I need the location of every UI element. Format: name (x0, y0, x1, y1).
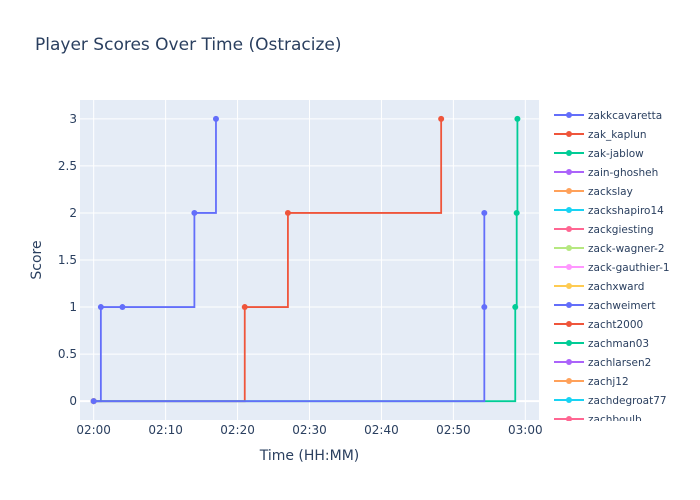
legend-item[interactable]: zacht2000 (554, 319, 643, 331)
legend-marker (566, 131, 572, 137)
legend-label: zachdegroat77 (588, 395, 667, 407)
legend-marker (566, 416, 572, 421)
x-tick-label: 02:50 (436, 423, 471, 437)
x-tick-label: 02:20 (220, 423, 255, 437)
legend-item[interactable]: zachman03 (554, 338, 649, 350)
x-axis-ticks: 02:00 02:10 02:20 02:30 02:40 02:50 03:00 (76, 423, 542, 437)
legend-label: zachman03 (588, 338, 649, 350)
legend-marker (566, 245, 572, 251)
legend-label: zackshapiro14 (588, 205, 664, 217)
x-tick-label: 03:00 (508, 423, 543, 437)
y-tick-label: 1.5 (58, 253, 77, 267)
data-point (119, 304, 126, 311)
y-tick-label: 3 (69, 112, 77, 126)
x-axis-title: Time (HH:MM) (259, 448, 360, 464)
data-point (284, 209, 291, 216)
legend-marker (566, 112, 572, 118)
data-point (514, 115, 521, 122)
legend-item[interactable]: zack-wagner-2 (554, 243, 665, 255)
legend-label: zachboulb (588, 414, 642, 426)
series-layer (90, 115, 521, 405)
legend-marker (566, 169, 572, 175)
data-point (212, 115, 219, 122)
legend-item[interactable]: zachboulb (554, 414, 642, 426)
chart-title: Player Scores Over Time (Ostracize) (35, 35, 342, 55)
legend-label: zackgiesting (588, 224, 654, 236)
legend-marker (566, 340, 572, 346)
legend-label: zachj12 (588, 376, 629, 388)
legend-marker (566, 283, 572, 289)
x-tick-label: 02:40 (364, 423, 399, 437)
series-line (93, 118, 217, 403)
legend-item[interactable]: zackslay (554, 186, 633, 198)
data-point (97, 304, 104, 311)
legend-label: zakkcavaretta (588, 110, 662, 122)
legend-label: zachxward (588, 281, 644, 293)
legend-item[interactable]: zakkcavaretta (554, 110, 662, 122)
legend-item[interactable]: zachweimert (554, 300, 655, 312)
legend-marker (566, 226, 572, 232)
y-axis-title: Score (29, 240, 45, 279)
y-tick-label: 2 (69, 206, 77, 220)
legend-item[interactable]: zak_kaplun (554, 129, 647, 141)
legend-marker (566, 321, 572, 327)
legend-item[interactable]: zachj12 (554, 376, 629, 388)
data-point (90, 398, 97, 405)
legend-marker (566, 264, 572, 270)
data-point (481, 209, 488, 216)
legend-item[interactable]: zain-ghosheh (554, 167, 658, 179)
legend-item[interactable]: zachdegroat77 (554, 395, 667, 407)
legend[interactable]: zakkcavaretta zak_kaplun zak-jablow zain-gh… (554, 110, 670, 426)
series-line (93, 212, 486, 403)
legend-marker (566, 188, 572, 194)
legend-label: zack-gauthier-1 (588, 262, 670, 274)
legend-marker (566, 378, 572, 384)
legend-label: zacht2000 (588, 319, 643, 331)
x-tick-label: 02:10 (148, 423, 183, 437)
legend-marker (566, 302, 572, 308)
legend-marker (566, 397, 572, 403)
legend-item[interactable]: zachxward (554, 281, 644, 293)
legend-item[interactable]: zackshapiro14 (554, 205, 664, 217)
legend-marker (566, 359, 572, 365)
y-tick-label: 0.5 (58, 347, 77, 361)
legend-item[interactable]: zak-jablow (554, 148, 644, 160)
x-tick-label: 02:30 (292, 423, 327, 437)
legend-label: zack-wagner-2 (588, 243, 665, 255)
legend-item[interactable]: zachlarsen2 (554, 357, 651, 369)
series-zachweimert (90, 209, 488, 405)
x-tick-label: 02:00 (76, 423, 111, 437)
legend-item[interactable]: zack-gauthier-1 (554, 262, 670, 274)
legend-label: zak_kaplun (588, 129, 647, 141)
y-tick-label: 0 (69, 394, 77, 408)
legend-label: zackslay (588, 186, 633, 198)
legend-label: zak-jablow (588, 148, 644, 160)
y-axis-ticks: 0 0.5 1 1.5 2 2.5 3 (58, 112, 77, 408)
data-point (513, 209, 520, 216)
y-tick-label: 2.5 (58, 159, 77, 173)
data-point (191, 209, 198, 216)
legend-label: zachlarsen2 (588, 357, 651, 369)
legend-item[interactable]: zackgiesting (554, 224, 654, 236)
data-point (512, 304, 519, 311)
legend-label: zachweimert (588, 300, 655, 312)
data-point (438, 115, 445, 122)
y-tick-label: 1 (69, 300, 77, 314)
legend-marker (566, 150, 572, 156)
data-point (481, 304, 488, 311)
data-point (241, 304, 248, 311)
legend-label: zain-ghosheh (588, 167, 658, 179)
legend-marker (566, 207, 572, 213)
